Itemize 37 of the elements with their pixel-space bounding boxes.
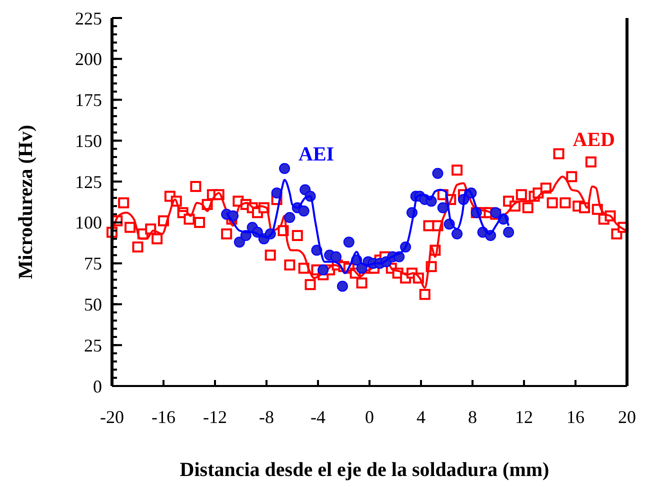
- series-label: AED: [572, 128, 615, 151]
- x-tick-label: 8: [468, 407, 477, 427]
- x-tick-label: -4: [310, 407, 326, 427]
- y-tick-label: 50: [84, 294, 102, 315]
- x-tick-label: 0: [365, 407, 374, 427]
- point: [437, 202, 448, 214]
- point: [336, 280, 348, 292]
- point: [279, 162, 290, 174]
- point: [452, 228, 463, 240]
- x-tick-label: 12: [515, 407, 533, 427]
- y-tick-label: 125: [75, 172, 102, 192]
- point: [432, 168, 444, 179]
- x-axis-title: Distancia desde el eje de la soldadura (mm): [180, 459, 550, 481]
- x-tick-label: -16: [152, 407, 176, 427]
- y-tick-label: 0: [93, 376, 102, 396]
- y-tick-label: 100: [75, 212, 102, 233]
- point: [503, 226, 514, 238]
- y-tick-label: 225: [75, 8, 102, 28]
- y-tick-label: 175: [75, 90, 102, 110]
- series-label: AEI: [298, 143, 334, 166]
- point: [234, 236, 245, 248]
- x-tick-label: 16: [566, 407, 584, 427]
- y-tick-label: 150: [75, 130, 102, 151]
- point: [343, 236, 354, 248]
- x-tick-label: 20: [618, 407, 636, 427]
- x-tick-label: 4: [416, 407, 426, 427]
- point: [318, 264, 329, 276]
- point: [298, 205, 310, 216]
- x-tick-label: -8: [259, 407, 274, 427]
- y-tick-label: 75: [84, 254, 102, 274]
- point: [284, 212, 296, 224]
- x-tick-label: -12: [203, 407, 227, 427]
- point: [330, 251, 342, 262]
- y-tick-label: 200: [75, 49, 102, 70]
- y-tick-label: 25: [84, 335, 102, 356]
- x-tick-label: -20: [100, 407, 124, 427]
- y-axis-title: Microdureza (Hv): [15, 124, 37, 280]
